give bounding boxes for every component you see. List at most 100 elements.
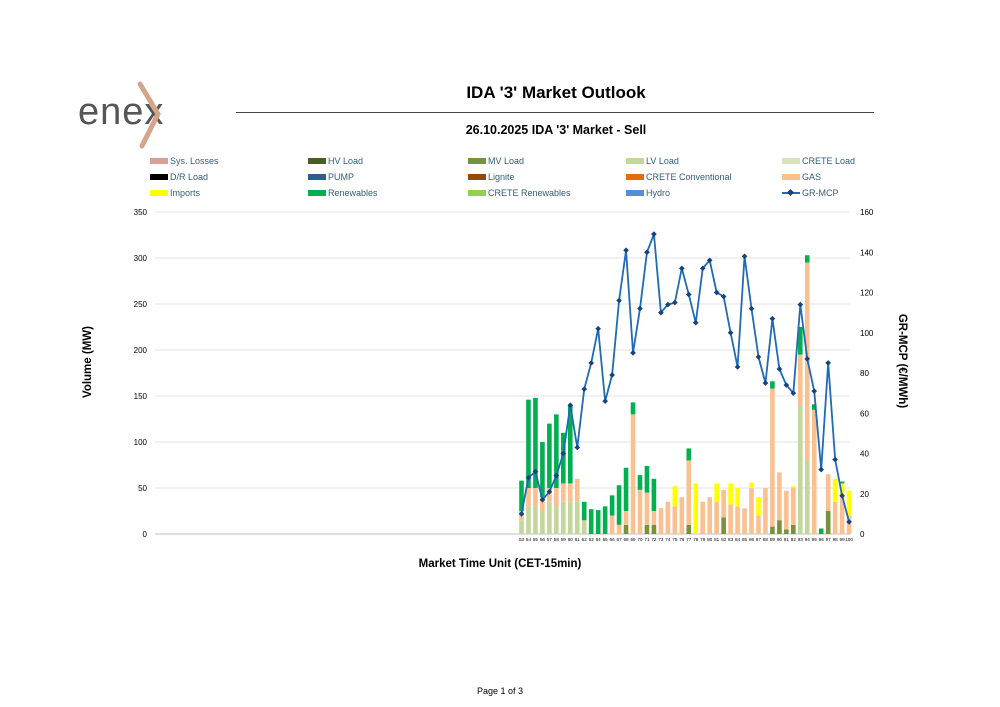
legend-swatch [782,174,800,180]
x-tick-label: 85 [742,537,748,542]
y2-axis-label: GR-MCP (€/MWh) [896,313,908,409]
x-tick-label: 57 [547,537,553,542]
bar-renewables [540,442,545,498]
gr-mcp-point [602,398,608,405]
x-tick-label: 96 [819,537,825,542]
bar-gas [832,501,838,534]
x-tick-label: 53 [519,537,525,542]
bar-gas [554,488,559,507]
y2-tick-label: 0 [860,530,865,539]
bar-renewables [798,327,803,355]
bar-renewables [561,432,566,484]
legend-swatch [626,190,644,196]
logo-chevron [137,81,161,149]
legend-label: HV Load [328,156,364,166]
bar-gas [784,490,789,530]
bar-mv-load [791,524,796,534]
chart-subtitle: 26.10.2025 IDA '3' Market - Sell [465,123,647,137]
legend-swatch [308,158,326,164]
bar-imports [839,483,845,498]
x-tick-label: 66 [610,537,616,542]
y2-tick-label: 100 [860,329,874,338]
legend-item-crete-conventional: CRETE Conventional [626,172,732,182]
gr-mcp-point [797,301,804,308]
legend-swatch [150,158,168,164]
x-tick-label: 56 [540,537,546,542]
bar-gas [721,489,726,518]
bar-gas [742,508,747,534]
x-tick-label: 83 [728,537,734,542]
gr-mcp-point [546,488,553,495]
gr-mcp-point [832,456,838,463]
x-tick-label: 98 [833,537,839,542]
bar-gas [749,488,754,534]
x-tick-label: 90 [777,537,783,542]
legend-label: LV Load [646,156,679,166]
bar-renewables [644,465,650,493]
chart-legend: Sys. Losses HV Load MV Load LV Load CRETE Lo… [150,156,860,206]
legend-item-renewables: Renewables [308,188,378,198]
y2-tick-label: 20 [860,490,869,499]
bar-gas [770,388,775,527]
gr-mcp-point [727,329,734,336]
bar-renewables [609,495,615,516]
bar-renewables [686,448,692,461]
bar-renewables [630,402,636,415]
bar-gas [644,492,650,525]
y-tick-label: 250 [134,300,148,309]
legend-label: D/R Load [170,172,209,182]
y2-tick-label: 160 [860,208,874,217]
gr-mcp-point [699,265,706,272]
bar-lv-load [547,501,552,534]
gr-mcp-point [804,356,811,362]
legend-item-d-r-load: D/R Load [150,172,208,182]
bar-lv-load [567,501,573,534]
gr-mcp-point [609,372,615,378]
x-tick-label: 91 [784,537,790,542]
gr-mcp-point [713,289,720,296]
legend-label: Sys. Losses [170,156,219,166]
y2-tick-label: 120 [860,289,874,298]
gr-mcp-point [678,265,685,272]
x-tick-label: 61 [575,537,581,542]
legend-label: Hydro [646,188,671,198]
x-tick-label: 86 [749,537,755,542]
x-tick-label: 76 [679,537,685,542]
legend-swatch [626,158,644,164]
bar-gas [658,508,664,534]
legend-item-lv-load: LV Load [626,156,679,166]
legend-swatch [308,190,326,196]
bar-lv-load [798,405,803,534]
legend-item-hydro: Hydro [626,188,670,198]
bar-mv-load [777,520,782,534]
legend-label: GAS [802,172,822,182]
bar-lv-load [526,506,531,534]
bar-gas [686,460,692,525]
x-tick-label: 93 [798,537,804,542]
y-tick-label: 100 [134,438,148,447]
bar-gas [756,515,761,534]
legend-label: Renewables [328,188,378,198]
bar-lv-load [540,511,545,534]
y2-tick-label: 60 [860,409,869,418]
bar-gas [728,504,733,534]
bar-gas [533,488,538,507]
gr-mcp-point [818,466,825,473]
bar-imports [714,483,719,502]
bar-renewables [818,528,824,534]
x-tick-label: 70 [637,537,643,542]
bar-mv-load [784,529,789,534]
gr-mcp-point [518,511,525,517]
x-tick-label: 87 [756,537,762,542]
gr-mcp-point [776,366,783,372]
bar-gas [567,483,573,502]
x-tick-label: 79 [700,537,706,542]
x-tick-label: 58 [554,537,560,542]
bar-imports [846,490,852,516]
x-axis-label: Market Time Unit (CET-15min) [418,558,582,570]
enex-logo: enex [78,81,163,149]
bar-gas [561,483,566,502]
gr-mcp-point [755,354,762,360]
gr-mcp-point [560,450,567,457]
